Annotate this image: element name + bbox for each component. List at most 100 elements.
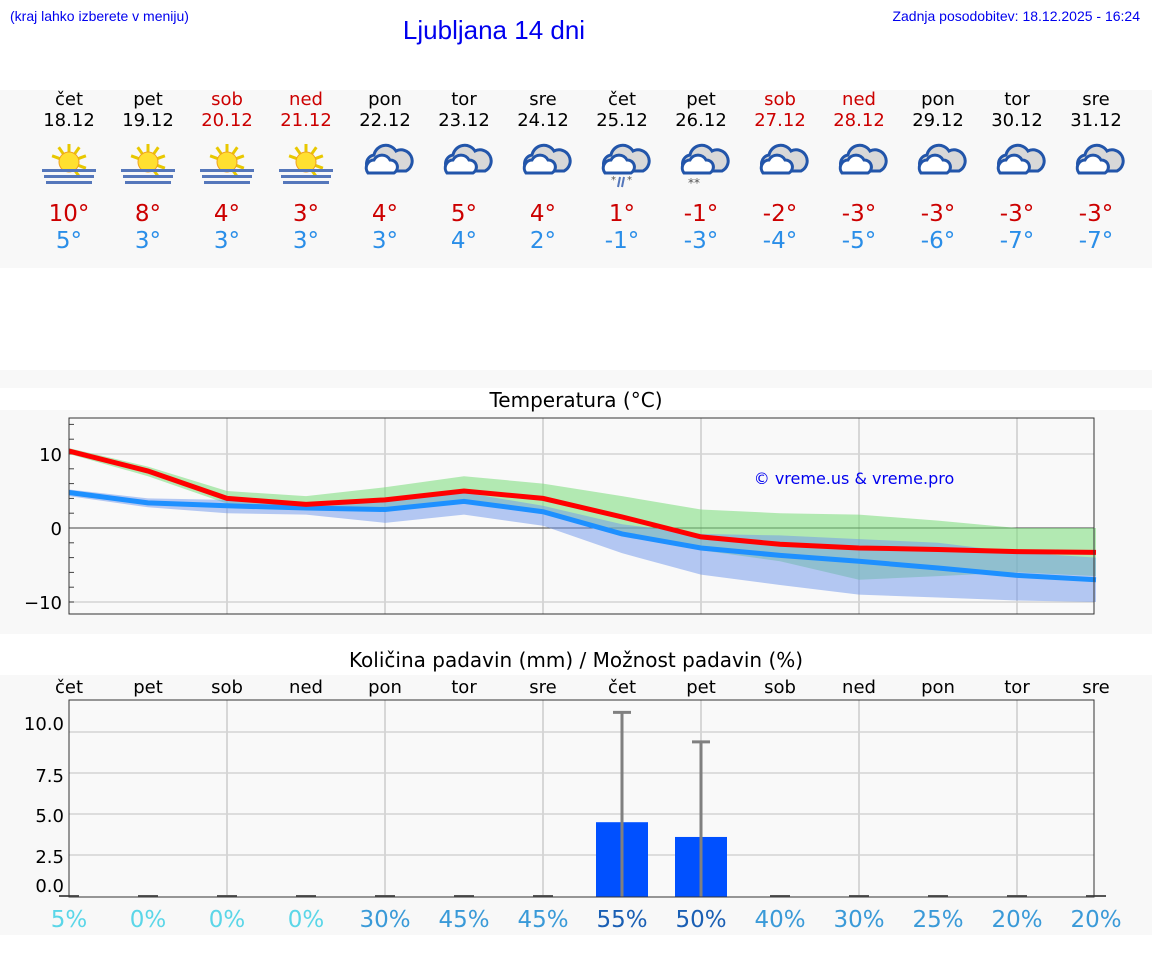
day-name: tor [1004,89,1030,110]
day-column: čet 18.12 10° 5° [30,90,109,254]
day-column: pet 19.12 8° 3° [109,90,188,254]
day-column: sob 20.12 4° 3° [188,90,267,254]
day-column: čet 25.12 * * 1° -1° [583,90,662,254]
day-name: tor [451,89,477,110]
precip-probability: 45% [438,907,489,933]
day-label: pon [368,677,402,698]
min-temp: -7° [999,228,1035,254]
temperature-section: Temperatura (°C) 10 0 −10 © vreme.us & vrem… [0,370,1152,634]
location-hint: (kraj lahko izberete v meniju) [10,8,189,24]
y-tick-label: −10 [24,593,62,614]
max-temp: -3° [920,201,956,227]
day-name: sob [211,89,243,110]
day-date: 29.12 [912,110,964,131]
min-temp: -6° [920,228,956,254]
day-name: sob [764,89,796,110]
precipitation-section: Količina padavin (mm) / Možnost padavin … [0,640,1152,935]
watermark: © vreme.us & vreme.pro [754,469,955,488]
precip-probability: 55% [596,907,647,933]
day-label: tor [451,677,477,698]
max-temp: 3° [292,201,320,227]
day-date: 18.12 [43,110,95,131]
day-date: 19.12 [122,110,174,131]
day-date: 20.12 [201,110,253,131]
day-column: sob 27.12 -2° -4° [741,90,820,254]
precip-probability: 50% [675,907,726,933]
day-column: ned 21.12 3° 3° [267,90,346,254]
max-temp: -3° [841,201,877,227]
cloud-snow-icon: ** [662,134,741,192]
min-temp: -4° [762,228,798,254]
precip-probability: 40% [754,907,805,933]
day-column: pet 26.12 ** -1° -3° [662,90,741,254]
day-name: ned [842,89,876,110]
precip-probability: 25% [912,907,963,933]
sun-fog-icon [188,134,267,192]
plot-area [69,700,1094,897]
plot-frame [68,417,1095,615]
day-date: 24.12 [517,110,569,131]
day-name: čet [54,89,84,110]
max-temp: -3° [1078,201,1114,227]
day-date: 22.12 [359,110,411,131]
y-tick-label: 5.0 [35,806,64,827]
day-column: tor 30.12 -3° -7° [978,90,1057,254]
day-date: 31.12 [1070,110,1122,131]
min-temp-band [69,489,1096,602]
day-label: sre [1082,677,1109,698]
day-date: 25.12 [596,110,648,131]
precipitation-title: Količina padavin (mm) / Možnost padavin … [348,648,804,672]
precip-probability: 30% [833,907,884,933]
max-temp: 4° [371,201,399,227]
max-temp: -1° [683,201,719,227]
cloud-icon [425,134,504,192]
temperature-title: Temperatura (°C) [0,388,1152,412]
sun-fog-icon [267,134,346,192]
day-column: sre 24.12 4° 2° [504,90,583,254]
min-temp-line [68,490,1097,583]
cloud-icon [1057,134,1136,192]
max-temp: 4° [529,201,557,227]
max-temp: 4° [213,201,241,227]
day-label: pet [686,677,716,698]
day-date: 28.12 [833,110,885,131]
svg-text:*: * [611,175,616,186]
sun-fog-icon [109,134,188,192]
y-tick-label: 2.5 [35,847,64,868]
min-temp: 3° [213,228,241,254]
max-temp: -2° [762,201,798,227]
day-label: ned [842,677,876,698]
last-updated: Zadnja posodobitev: 18.12.2025 - 16:24 [892,8,1140,24]
y-tick-label: 10.0 [24,714,64,735]
min-temp: 3° [134,228,162,254]
precip-probability: 20% [1070,907,1121,933]
min-temp: 2° [529,228,557,254]
daily-forecast-strip: čet 18.12 10° 5° pet 19.12 8° 3° sob 20.12… [0,90,1152,268]
day-label: pet [133,677,163,698]
day-label: čet [608,677,636,698]
day-column: sre 31.12 -3° -7° [1057,90,1136,254]
day-label: sre [529,677,556,698]
min-temp: -5° [841,228,877,254]
day-column: pon 22.12 4° 3° [346,90,425,254]
day-date: 21.12 [280,110,332,131]
min-temp: -1° [604,228,640,254]
day-name: pet [686,89,716,110]
svg-text:*: * [627,175,632,186]
day-date: 30.12 [991,110,1043,131]
cloud-icon [504,134,583,192]
day-label: pon [921,677,955,698]
day-name: sre [1082,89,1110,110]
cloud-icon [346,134,425,192]
day-label: tor [1004,677,1030,698]
precip-probability: 20% [991,907,1042,933]
y-tick-label: 0.0 [35,876,64,897]
y-tick-label: 7.5 [35,766,64,787]
day-name: pet [133,89,163,110]
day-date: 23.12 [438,110,490,131]
day-name: sre [529,89,557,110]
cloud-sleet-icon: * * [583,134,662,192]
cloud-icon [899,134,978,192]
day-column: tor 23.12 5° 4° [425,90,504,254]
day-label: čet [55,677,83,698]
